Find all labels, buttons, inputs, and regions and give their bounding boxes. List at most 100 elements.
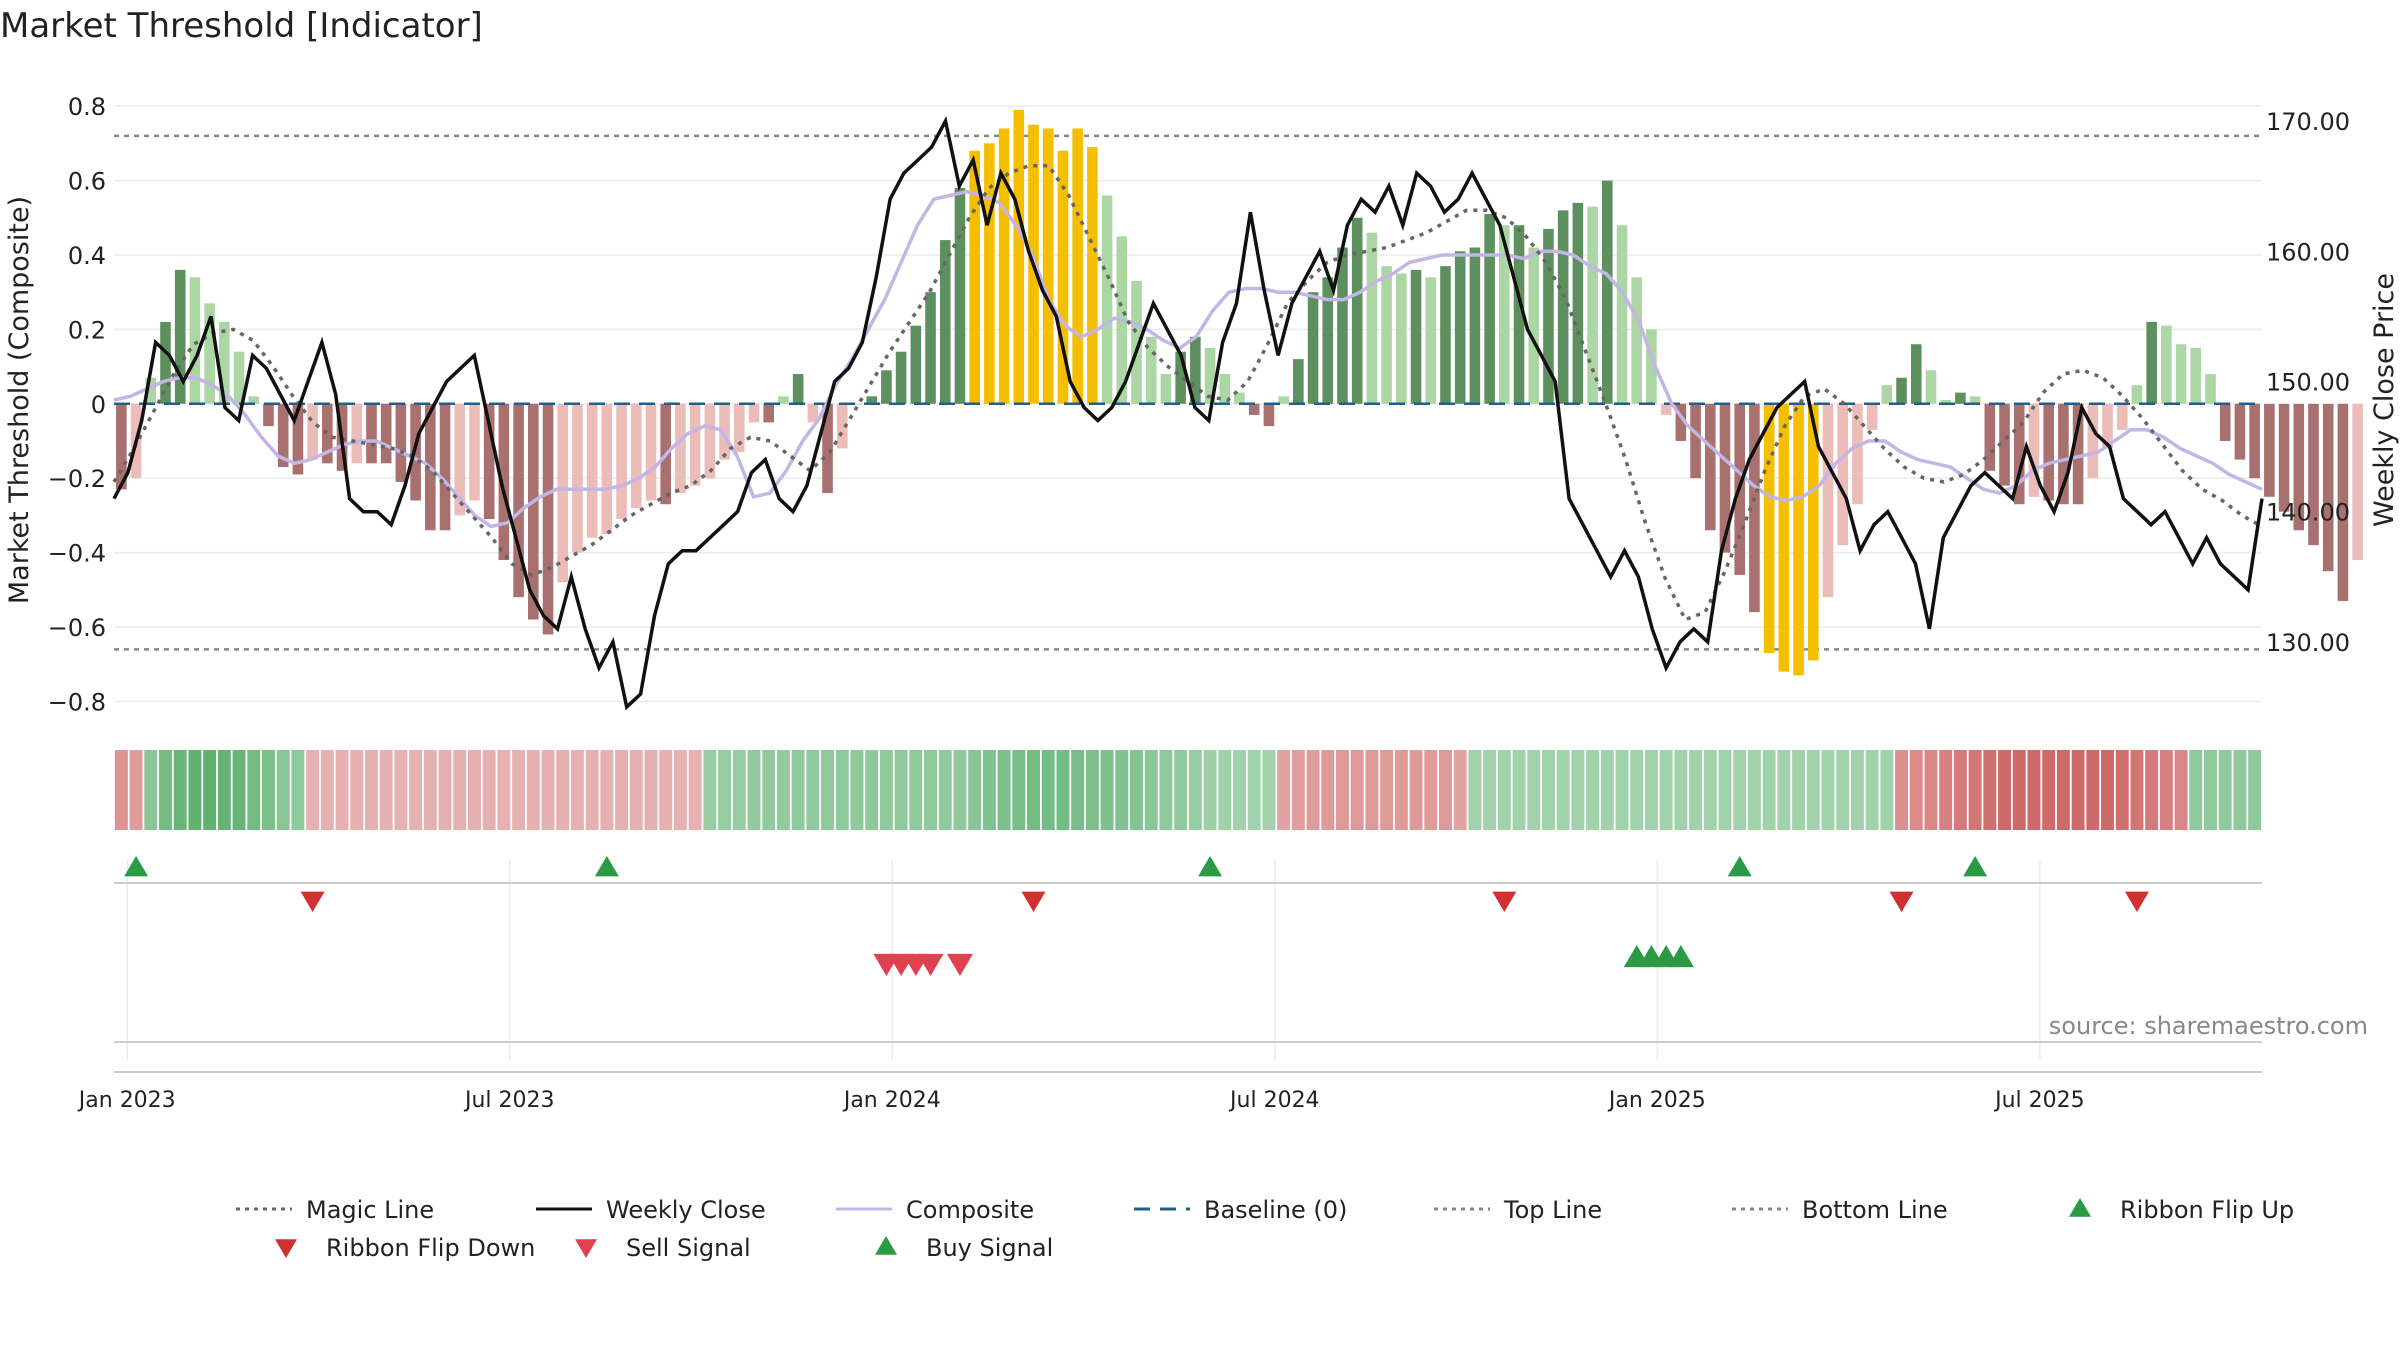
bar-33 (601, 403, 613, 534)
ribbon-flip-up-4 (1963, 856, 1988, 877)
ribbon-cell-60 (997, 750, 1011, 830)
bar-114 (1793, 403, 1804, 676)
bar-24 (469, 403, 480, 501)
ribbon-cell-48 (821, 750, 835, 830)
y2-axis-label: Weekly Close Price (2369, 273, 2400, 527)
bar-93 (1484, 214, 1495, 404)
bar-125 (1955, 392, 1966, 404)
bar-120 (1881, 385, 1893, 404)
bar-38 (675, 403, 686, 494)
bar-108 (1704, 403, 1716, 531)
signal-panels (114, 856, 2262, 1073)
ribbon-cell-24 (467, 750, 481, 830)
bar-129 (2013, 403, 2025, 505)
ribbon-cell-78 (1262, 750, 1276, 830)
bar-79 (1278, 396, 1289, 404)
ribbon-cell-123 (1924, 750, 1938, 830)
ribbon-cell-52 (879, 750, 893, 830)
bar-17 (366, 403, 377, 464)
bar-128 (1999, 403, 2010, 486)
ribbon-cell-17 (364, 750, 378, 830)
ribbon-cell-97 (1541, 750, 1555, 830)
ribbon-cell-23 (453, 750, 467, 830)
ribbon-cell-135 (2101, 750, 2114, 830)
legend: Magic Line Weekly Close Composite Baseline … (236, 1196, 2294, 1262)
bar-143 (2219, 403, 2231, 441)
ribbon-cell-139 (2159, 750, 2173, 830)
x-tick-label-0: Jan 2023 (77, 1088, 176, 1113)
bar-47 (807, 403, 819, 423)
ribbon-cell-49 (835, 750, 849, 830)
x-tick-label-1: Jul 2023 (463, 1088, 555, 1113)
ribbon-cell-103 (1630, 750, 1644, 830)
y-tick-label-5: −0.2 (48, 465, 106, 493)
legend-label-4: Top Line (1503, 1196, 1602, 1224)
bar-144 (2234, 403, 2246, 460)
ribbon-cell-54 (909, 750, 923, 830)
bar-124 (1940, 400, 1951, 404)
ribbon-cell-133 (2071, 750, 2085, 830)
bar-16 (351, 403, 363, 464)
bar-139 (2161, 325, 2172, 404)
bar-60 (998, 128, 1010, 404)
ribbon-cell-96 (1527, 750, 1541, 830)
bar-100 (1587, 206, 1598, 404)
bar-98 (1557, 210, 1569, 404)
ribbon-cell-20 (409, 750, 423, 830)
ribbon-cell-99 (1571, 750, 1585, 830)
buy-signal-3 (1667, 945, 1694, 968)
bar-130 (2028, 403, 2040, 497)
bar-126 (1969, 396, 1981, 404)
ribbon-cell-130 (2027, 750, 2041, 830)
legend-label-1: Weekly Close (606, 1196, 766, 1224)
ribbon-cell-122 (1909, 750, 1923, 830)
ribbon-cell-137 (2130, 750, 2144, 830)
bar-43 (748, 403, 760, 423)
bar-90 (1440, 266, 1451, 404)
bar-117 (1837, 403, 1848, 546)
ribbon-cell-100 (1586, 750, 1600, 830)
bar-72 (1175, 351, 1186, 404)
ribbon-cell-118 (1850, 750, 1864, 830)
bar-118 (1852, 403, 1863, 505)
bar-40 (704, 403, 716, 479)
bar-70 (1145, 336, 1157, 404)
bar-63 (1042, 128, 1054, 404)
bar-152 (2352, 403, 2363, 561)
bar-137 (2131, 385, 2143, 404)
ribbon-cell-21 (423, 750, 437, 830)
ribbon-cell-27 (512, 750, 526, 830)
bar-29 (542, 403, 554, 635)
ribbon-cell-110 (1733, 750, 1747, 830)
ribbon-cell-131 (2042, 750, 2056, 830)
bar-28 (528, 403, 539, 620)
bar-122 (1910, 344, 1922, 404)
bar-3 (160, 321, 171, 404)
y-tick-label-4: 0 (91, 391, 106, 419)
bar-101 (1602, 180, 1613, 404)
ribbon-flip-down-1 (1021, 891, 1046, 912)
bar-88 (1410, 269, 1422, 404)
bar-14 (322, 403, 333, 464)
ribbon-cell-81 (1306, 750, 1320, 830)
bar-2 (145, 377, 157, 404)
y2-tick-label-1: 160.00 (2266, 238, 2350, 266)
ribbon-cell-114 (1792, 750, 1806, 830)
bar-99 (1572, 202, 1584, 404)
bar-111 (1749, 403, 1760, 613)
bar-106 (1675, 403, 1687, 441)
ribbon-cell-32 (585, 750, 599, 830)
ribbon-cell-88 (1409, 750, 1423, 830)
bar-25 (483, 403, 495, 520)
ribbon-cell-145 (2248, 750, 2262, 830)
ribbon-cell-37 (659, 750, 673, 830)
bar-107 (1690, 403, 1701, 479)
bar-78 (1263, 403, 1275, 427)
ribbon-cell-63 (1041, 750, 1055, 830)
ribbon-cell-41 (718, 750, 732, 830)
bar-105 (1660, 403, 1672, 415)
bar-39 (689, 403, 701, 486)
bar-19 (395, 403, 407, 482)
bar-132 (2058, 403, 2069, 505)
